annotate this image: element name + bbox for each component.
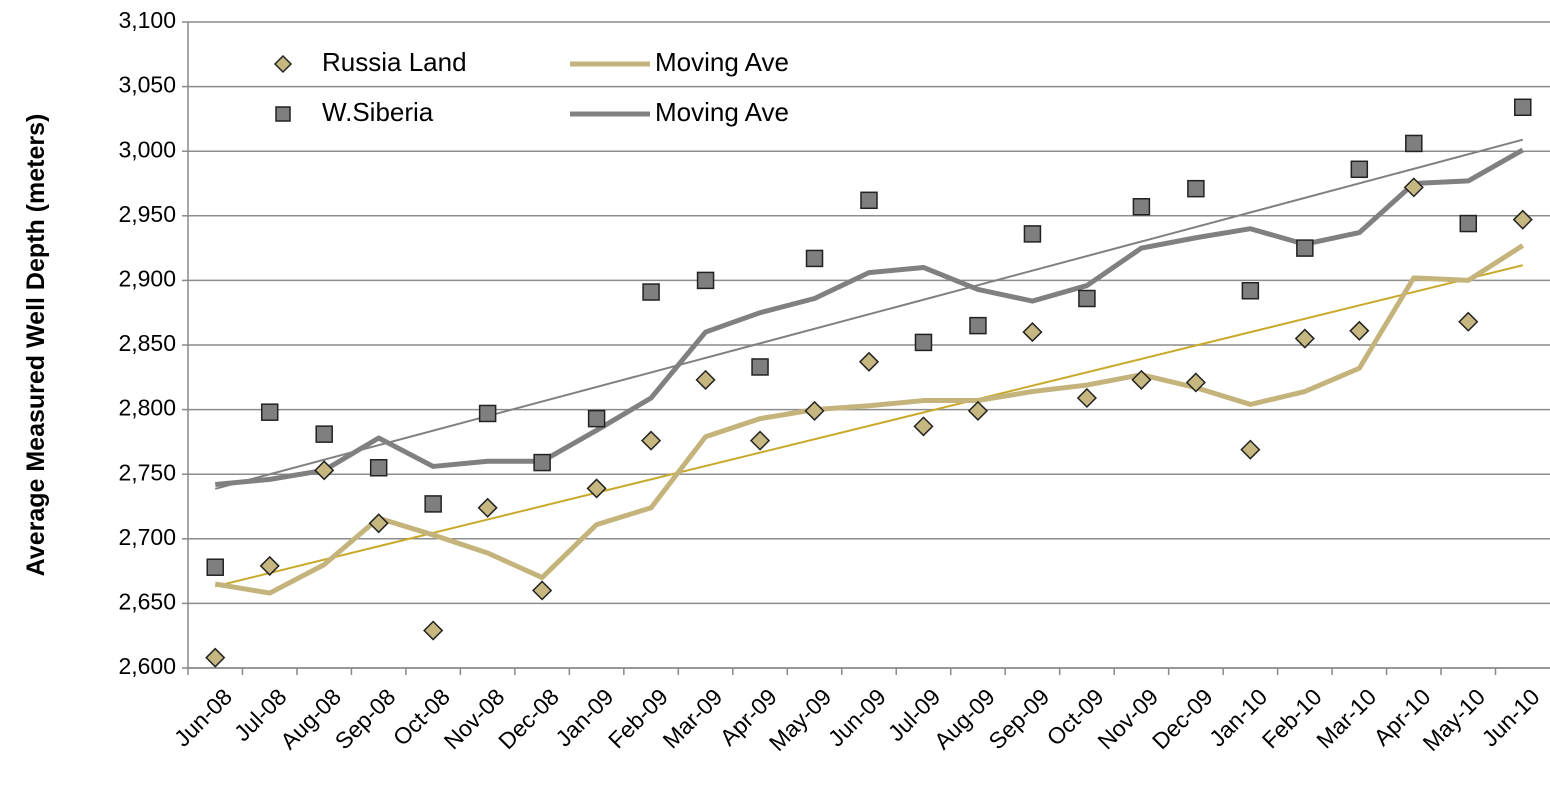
x-tick-label: Aug-08 <box>275 683 346 754</box>
marker-square <box>751 358 769 376</box>
marker-square <box>1350 160 1369 179</box>
x-tick-label: Feb-10 <box>1257 683 1327 753</box>
legend-label: Moving Ave <box>655 47 789 77</box>
y-tick-label: 2,800 <box>118 395 176 421</box>
marker-diamond <box>1076 387 1097 409</box>
legend-label: W.Siberia <box>322 97 434 127</box>
marker-diamond <box>695 369 716 390</box>
x-tick-label: Aug-09 <box>929 683 1000 754</box>
marker-diamond <box>314 460 335 481</box>
legend-symbol <box>273 54 293 74</box>
marker-diamond <box>368 513 389 534</box>
legend-label: Moving Ave <box>655 97 789 127</box>
x-tick-label: Feb-09 <box>603 683 673 753</box>
marker-diamond <box>1403 177 1424 198</box>
trendline <box>214 138 1524 490</box>
marker-square <box>1514 98 1532 117</box>
marker-diamond <box>477 497 498 518</box>
y-axis-label: Average Measured Well Depth (meters) <box>22 114 50 577</box>
y-tick-label: 2,950 <box>118 201 176 227</box>
x-tick-label: Jun-10 <box>1476 683 1544 751</box>
x-tick-label: Mar-09 <box>657 683 727 753</box>
x-tick-label: Nov-08 <box>439 683 510 754</box>
marker-diamond <box>1022 322 1043 343</box>
x-tick-label: Sep-08 <box>330 683 401 754</box>
marker-square <box>1459 214 1478 233</box>
marker-square <box>424 495 442 513</box>
y-tick-label: 2,600 <box>118 653 176 679</box>
marker-square <box>315 425 333 443</box>
x-tick-label: Nov-09 <box>1092 683 1163 754</box>
y-tick-label: 2,700 <box>118 524 176 550</box>
x-tick-label: May-10 <box>1417 683 1490 756</box>
marker-square <box>696 271 715 290</box>
marker-diamond <box>967 400 989 421</box>
marker-square <box>1405 134 1423 153</box>
y-tick-label: 3,050 <box>118 72 176 98</box>
marker-square <box>642 283 660 301</box>
legend-symbol <box>275 106 291 122</box>
marker-square <box>1187 179 1205 198</box>
marker-square <box>805 249 824 268</box>
marker-diamond <box>804 400 825 421</box>
legend-label: Russia Land <box>322 47 467 77</box>
moving-average-line <box>214 243 1525 596</box>
x-tick-label: Dec-09 <box>1147 683 1218 754</box>
y-tick-label: 3,000 <box>118 136 176 162</box>
marker-square <box>478 404 497 423</box>
marker-diamond <box>423 620 444 641</box>
marker-square <box>206 558 224 576</box>
marker-square <box>1023 225 1042 243</box>
y-tick-label: 2,900 <box>118 265 176 291</box>
marker-square <box>914 333 933 352</box>
marker-diamond <box>1294 328 1315 349</box>
marker-square <box>969 316 987 335</box>
x-tick-label: May-09 <box>764 683 837 756</box>
marker-diamond <box>205 647 226 668</box>
marker-diamond <box>1512 209 1533 230</box>
x-tick-label: Jun-09 <box>823 683 891 751</box>
marker-diamond <box>1131 369 1152 390</box>
marker-diamond <box>913 416 934 437</box>
y-tick-label: 3,100 <box>118 7 176 33</box>
marker-diamond <box>1349 320 1370 341</box>
x-tick-label: Dec-08 <box>493 683 564 754</box>
x-tick-label: Sep-09 <box>983 683 1054 754</box>
y-tick-label: 2,650 <box>118 588 176 614</box>
marker-square <box>587 409 606 428</box>
x-tick-label: Mar-10 <box>1311 683 1381 753</box>
marker-square <box>369 458 388 477</box>
x-tick-label: Jun-08 <box>169 683 237 751</box>
marker-diamond <box>586 478 607 499</box>
y-tick-label: 2,750 <box>118 459 176 485</box>
marker-diamond <box>1185 372 1206 393</box>
marker-square <box>1241 281 1260 300</box>
marker-diamond <box>532 580 553 601</box>
marker-diamond <box>1458 311 1479 332</box>
marker-diamond <box>858 351 880 372</box>
marker-square <box>533 453 551 472</box>
y-tick-label: 2,850 <box>118 330 176 356</box>
marker-diamond <box>1240 439 1261 460</box>
marker-diamond <box>259 555 280 576</box>
marker-square <box>1078 289 1096 308</box>
marker-square <box>260 403 279 421</box>
marker-square <box>860 191 878 210</box>
marker-diamond <box>641 430 662 451</box>
marker-diamond <box>749 430 771 451</box>
marker-square <box>1296 239 1314 257</box>
marker-square <box>1132 198 1151 216</box>
